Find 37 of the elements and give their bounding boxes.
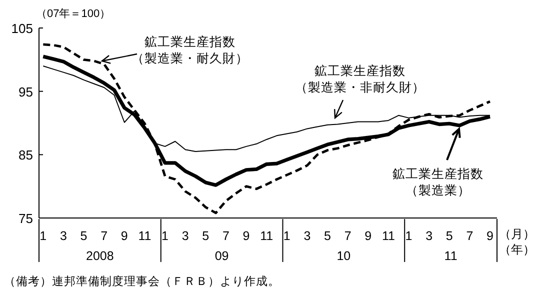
x-tick-label: 11 <box>260 229 274 243</box>
x-tick-label: 9 <box>364 229 372 243</box>
x-tick-label: 5 <box>202 229 210 243</box>
x-tick-label: 3 <box>60 229 67 243</box>
x-tick-label: 1 <box>40 229 47 243</box>
x-tick-label: 9 <box>120 229 128 243</box>
x-tick-label: 5 <box>80 229 88 243</box>
text: 10 <box>336 249 351 263</box>
x-tick-label: 5 <box>324 229 332 243</box>
x-tick-label: 1 <box>405 229 412 243</box>
x-tick-label: 5 <box>446 229 453 243</box>
series-label: 鉱工業生産指数（製造業・非耐久財） <box>295 63 425 94</box>
y-tick-label: 85 <box>18 148 33 163</box>
text: 2008 <box>86 249 114 263</box>
x-tick-label: 3 <box>304 229 311 243</box>
x-tick-label: 7 <box>344 229 352 243</box>
x-tick-label: 9 <box>242 229 250 243</box>
text: （備考）連邦準備制度理事会（ＦＲＢ）より作成。 <box>4 274 280 288</box>
y-tick-label: 75 <box>18 211 33 226</box>
x-tick-label: 9 <box>486 229 494 243</box>
x-tick-label: 7 <box>222 229 230 243</box>
x-tick-label: 7 <box>100 229 108 243</box>
y-axis-title: （07年＝100） <box>36 8 111 20</box>
x-tick-label: 3 <box>426 229 433 243</box>
x-tick-label: 3 <box>182 229 189 243</box>
y-tick-label: 105 <box>11 21 33 36</box>
text: 11 <box>444 249 458 263</box>
text: 鉱工業生産指数（製造業） <box>392 166 484 198</box>
y-tick-label: 95 <box>18 84 33 100</box>
series-label: 鉱工業生産指数（製造業・耐久財） <box>132 34 248 66</box>
text: 09 <box>214 249 229 263</box>
x-tick-label: 11 <box>138 229 152 243</box>
x-tick-label: 11 <box>382 229 395 243</box>
x-tick-label: 7 <box>466 229 474 243</box>
x-tick-label: 1 <box>162 229 169 243</box>
x-axis-title: （月）（年） <box>499 227 534 257</box>
x-tick-label: 1 <box>283 229 290 243</box>
